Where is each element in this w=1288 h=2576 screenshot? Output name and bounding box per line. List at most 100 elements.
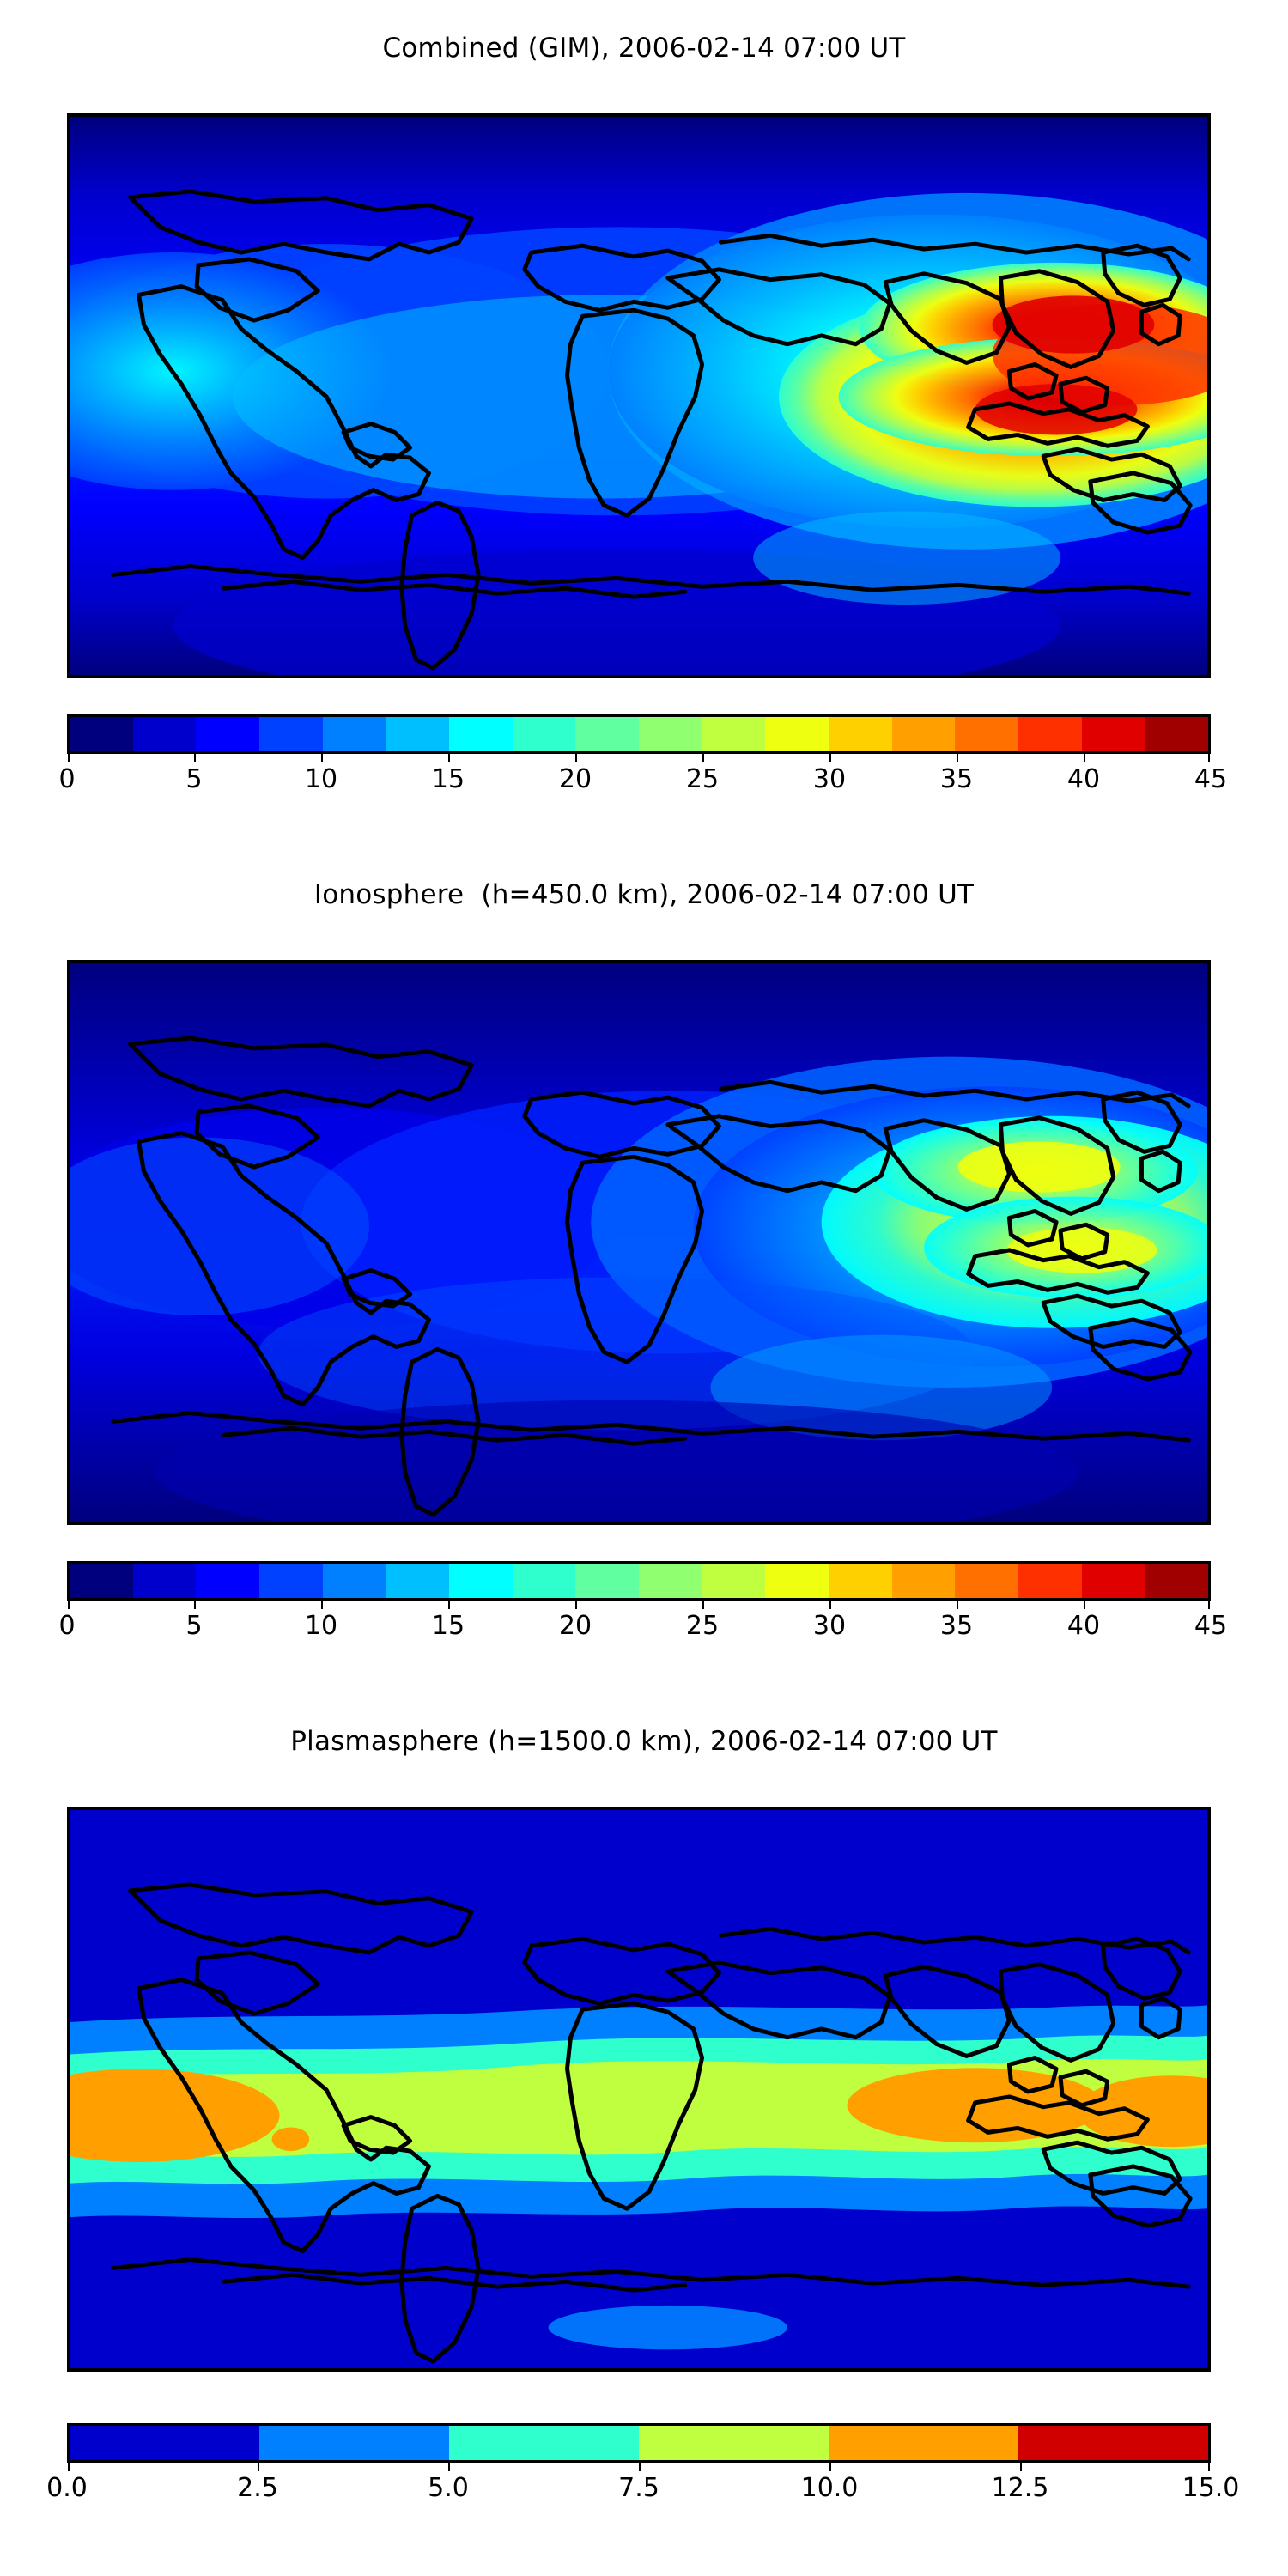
colorbar-tick-label: 5 xyxy=(185,764,203,794)
colorbar-segment xyxy=(449,717,513,751)
colorbar-segment xyxy=(829,2426,1018,2460)
colorbar-segment xyxy=(70,717,133,751)
colorbar-segment xyxy=(1018,717,1082,751)
map-canvas xyxy=(70,963,1207,1522)
colorbar-tick xyxy=(1208,1601,1210,1609)
colorbar-segment xyxy=(955,717,1019,751)
tec-contour-plot xyxy=(70,1810,1207,2368)
colorbar-tick xyxy=(829,2463,831,2471)
colorbar-gradient xyxy=(67,1561,1211,1601)
colorbar-tick xyxy=(1020,2463,1022,2471)
colorbar-tick-label: 15 xyxy=(431,1611,465,1641)
colorbar-segment xyxy=(702,1564,766,1598)
colorbar-tick-label: 20 xyxy=(558,1611,592,1641)
colorbar-tick xyxy=(957,1601,958,1609)
tec-contour-plot xyxy=(70,963,1207,1522)
colorbar-combined-gim: 0 5 10 15 20 25 30 35 40 45 xyxy=(58,714,1227,800)
colorbar-segment xyxy=(259,2426,449,2460)
colorbar-tick xyxy=(575,754,577,762)
colorbar-tick-label: 30 xyxy=(812,764,847,794)
colorbar-segment xyxy=(829,1564,892,1598)
map-plasmasphere-1500 xyxy=(67,1807,1211,2372)
colorbar-tick-label: 5.0 xyxy=(428,2473,469,2503)
colorbar-segment xyxy=(891,1564,956,1598)
colorbar-tick-label: 0 xyxy=(58,764,76,794)
map-combined-gim xyxy=(67,113,1211,678)
colorbar-tick xyxy=(829,754,831,762)
colorbar-segment xyxy=(132,1564,197,1598)
colorbar-tick-label: 15.0 xyxy=(1182,2473,1240,2503)
colorbar-tick xyxy=(321,754,323,762)
colorbar-tick-label: 10 xyxy=(304,764,338,794)
colorbar-segment xyxy=(259,717,323,751)
colorbar-tick-labels: 0 5 10 15 20 25 30 35 40 45 xyxy=(58,1611,1227,1647)
colorbar-tick-label: 5 xyxy=(185,1611,203,1641)
colorbar-tick-label: 10.0 xyxy=(800,2473,859,2503)
colorbar-tick xyxy=(639,2463,641,2471)
colorbar-tick-label: 0 xyxy=(58,1611,76,1641)
colorbar-tick-label: 25 xyxy=(685,1611,720,1641)
colorbar-tick xyxy=(575,1601,577,1609)
colorbar-segment xyxy=(512,1564,576,1598)
colorbar-segment xyxy=(196,1564,260,1598)
colorbar-tick xyxy=(829,1601,831,1609)
colorbar-tick-labels: 0.0 2.5 5.0 7.5 10.0 12.5 15.0 xyxy=(46,2473,1239,2509)
colorbar-tick-label: 40 xyxy=(1066,764,1101,794)
colorbar-tick xyxy=(68,1601,70,1609)
colorbar-segment xyxy=(1145,1564,1209,1598)
colorbar-tick-label: 15 xyxy=(431,764,465,794)
colorbar-tick-label: 30 xyxy=(812,1611,847,1641)
colorbar-segment xyxy=(765,1564,829,1598)
colorbar-tick-label: 35 xyxy=(939,1611,974,1641)
colorbar-segment xyxy=(639,2426,829,2460)
colorbar-tick-label: 45 xyxy=(1194,764,1228,794)
colorbar-segment xyxy=(702,717,766,751)
colorbar-segment xyxy=(829,717,892,751)
colorbar-gradient xyxy=(67,2423,1211,2463)
colorbar-tick-label: 20 xyxy=(558,764,592,794)
panel-title: Ionosphere (h=450.0 km), 2006-02-14 07:0… xyxy=(313,879,975,910)
colorbar-tick xyxy=(957,754,958,762)
map-ionosphere-450 xyxy=(67,960,1211,1525)
panel-title: Plasmasphere (h=1500.0 km), 2006-02-14 0… xyxy=(290,1726,998,1757)
colorbar-tick xyxy=(68,754,70,762)
colorbar-tick xyxy=(321,1601,323,1609)
colorbar-plasmasphere-1500: 0.0 2.5 5.0 7.5 10.0 12.5 15.0 xyxy=(46,2423,1239,2509)
colorbar-segment xyxy=(322,1564,386,1598)
colorbar-tick-label: 40 xyxy=(1066,1611,1101,1641)
colorbar-tick xyxy=(1084,754,1085,762)
colorbar-tick-label: 35 xyxy=(939,764,974,794)
colorbar-tick xyxy=(1208,2463,1210,2471)
colorbar-segment xyxy=(386,1564,450,1598)
colorbar-segment xyxy=(955,1564,1019,1598)
colorbar-tick-label: 45 xyxy=(1194,1611,1228,1641)
colorbar-segment xyxy=(449,2426,639,2460)
colorbar-tick xyxy=(702,1601,704,1609)
colorbar-tick xyxy=(448,1601,450,1609)
colorbar-ticks xyxy=(67,2463,1211,2473)
colorbar-ticks xyxy=(67,754,1211,764)
colorbar-tick xyxy=(448,2463,450,2471)
colorbar-segment xyxy=(575,717,640,751)
colorbar-tick-label: 12.5 xyxy=(991,2473,1049,2503)
colorbar-tick-label: 0.0 xyxy=(46,2473,88,2503)
colorbar-segment xyxy=(1018,1564,1082,1598)
map-canvas xyxy=(70,1810,1207,2368)
colorbar-segment xyxy=(639,717,702,751)
colorbar-tick xyxy=(1084,1601,1085,1609)
colorbar-tick xyxy=(702,754,704,762)
colorbar-segment xyxy=(259,1564,323,1598)
colorbar-tick-label: 25 xyxy=(685,764,720,794)
colorbar-tick xyxy=(194,754,196,762)
colorbar-segment xyxy=(1145,717,1209,751)
colorbar-tick-label: 10 xyxy=(304,1611,338,1641)
colorbar-tick-labels: 0 5 10 15 20 25 30 35 40 45 xyxy=(58,764,1227,800)
colorbar-tick-label: 2.5 xyxy=(237,2473,278,2503)
colorbar-tick xyxy=(448,754,450,762)
colorbar-ionosphere-450: 0 5 10 15 20 25 30 35 40 45 xyxy=(58,1561,1227,1647)
colorbar-segment xyxy=(765,717,829,751)
colorbar-segment xyxy=(386,717,450,751)
colorbar-segment xyxy=(1081,717,1145,751)
tec-contour-plot xyxy=(70,117,1207,675)
